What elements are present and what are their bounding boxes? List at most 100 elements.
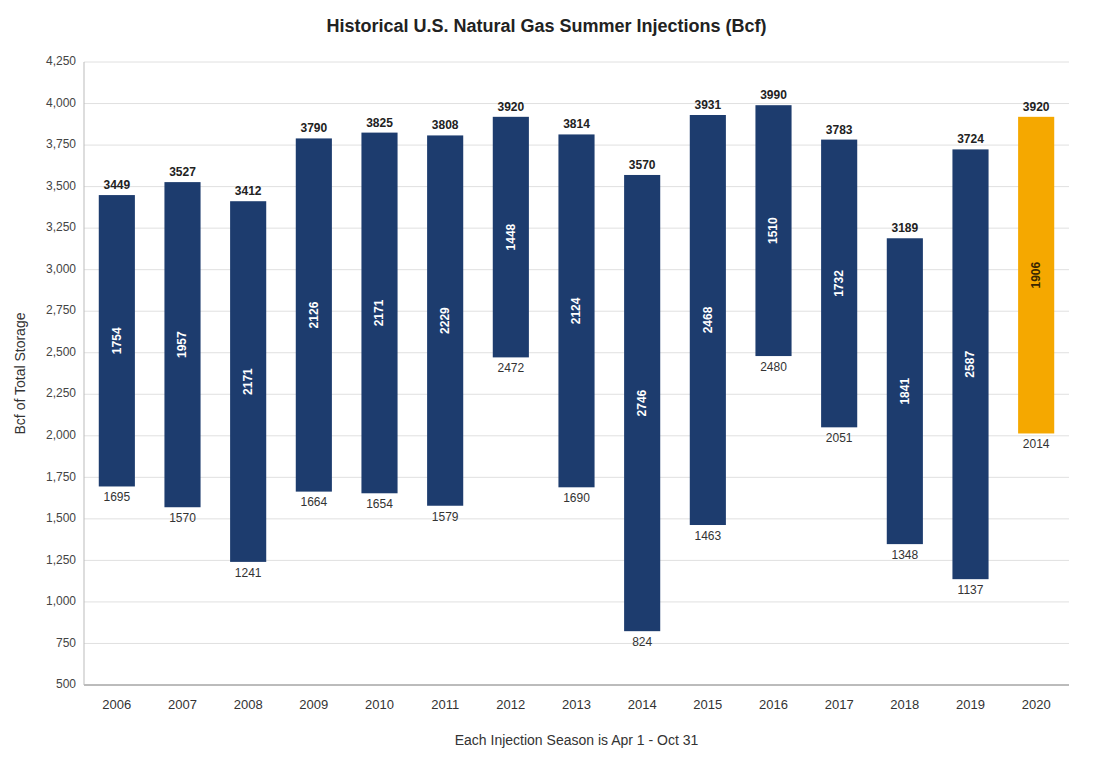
injection-label: 2468 (701, 306, 715, 333)
top-label: 3527 (169, 165, 196, 179)
bottom-label: 1664 (300, 495, 327, 509)
grid-line (84, 103, 1069, 104)
bars (99, 105, 1054, 631)
top-label: 3808 (432, 118, 459, 132)
injection-label: 2171 (241, 368, 255, 395)
injection-label: 2126 (307, 301, 321, 328)
bar (821, 140, 857, 428)
top-label: 3570 (629, 158, 656, 172)
injection-label: 1448 (504, 223, 518, 250)
y-tick-label: 4,000 (46, 96, 76, 110)
y-tick-label: 3,250 (46, 220, 76, 234)
grid-line (84, 62, 1069, 63)
top-label: 3920 (1023, 100, 1050, 114)
bottom-label: 2014 (1023, 437, 1050, 451)
injection-label: 1510 (767, 217, 781, 244)
y-tick-label: 1,250 (46, 553, 76, 567)
grid-line (84, 643, 1069, 644)
top-label: 3412 (235, 184, 262, 198)
top-label: 3920 (497, 100, 524, 114)
top-label: 3724 (957, 132, 984, 146)
bar (230, 201, 266, 562)
x-tick-label: 2010 (365, 697, 394, 712)
y-tick-label: 3,000 (46, 262, 76, 276)
x-tick-label: 2014 (628, 697, 657, 712)
top-label: 3189 (891, 221, 918, 235)
y-tick-label: 1,500 (46, 511, 76, 525)
bar (690, 115, 726, 525)
x-tick-label: 2017 (825, 697, 854, 712)
injection-label: 1732 (832, 270, 846, 297)
x-tick-label: 2018 (890, 697, 919, 712)
x-tick-label: 2019 (956, 697, 985, 712)
bottom-label: 1463 (694, 529, 721, 543)
injection-label: 1957 (176, 331, 190, 358)
y-tick-label: 1,000 (46, 594, 76, 608)
y-tick-label: 3,500 (46, 179, 76, 193)
top-label: 3814 (563, 117, 590, 131)
injection-label: 2587 (964, 351, 978, 378)
bottom-label: 1137 (958, 583, 984, 597)
x-tick-label: 2016 (759, 697, 788, 712)
y-tick-label: 500 (56, 677, 76, 691)
injection-label: 1906 (1029, 261, 1043, 288)
top-label: 3783 (826, 123, 853, 137)
bottom-label: 1690 (563, 491, 590, 505)
bar (887, 238, 923, 544)
bottom-label: 1241 (235, 566, 262, 580)
bottom-label: 1654 (366, 497, 393, 511)
bar (952, 149, 988, 579)
bar (361, 133, 397, 494)
y-tick-label: 2,250 (46, 386, 76, 400)
bottom-label: 1695 (103, 490, 130, 504)
top-label: 3990 (760, 88, 787, 102)
y-tick-label: 1,750 (46, 470, 76, 484)
bar (164, 182, 200, 507)
y-axis-label: Bcf of Total Storage (12, 312, 28, 434)
x-tick-label: 2013 (562, 697, 591, 712)
top-label: 3790 (300, 121, 327, 135)
top-label: 3825 (366, 116, 393, 130)
injection-label: 2171 (373, 299, 387, 326)
injection-label: 1754 (110, 327, 124, 354)
x-tick-label: 2007 (168, 697, 197, 712)
bar (99, 195, 135, 486)
grid-line (84, 685, 1069, 686)
grid (84, 62, 1069, 685)
x-axis-line (84, 685, 1069, 686)
x-tick-label: 2008 (234, 697, 263, 712)
bar (1018, 117, 1054, 434)
bar (296, 138, 332, 491)
y-tick-label: 2,000 (46, 428, 76, 442)
bar (624, 175, 660, 631)
x-tick-label: 2006 (102, 697, 131, 712)
y-tick-label: 2,500 (46, 345, 76, 359)
bottom-label: 2480 (760, 360, 787, 374)
injection-label: 1841 (898, 378, 912, 405)
injection-label: 2746 (635, 389, 649, 416)
x-tick-label: 2009 (299, 697, 328, 712)
bottom-label: 1579 (432, 510, 459, 524)
y-tick-label: 750 (56, 636, 76, 650)
top-label: 3931 (694, 98, 721, 112)
x-tick-label: 2011 (431, 697, 459, 712)
x-tick-label: 2015 (693, 697, 722, 712)
y-tick-label: 3,750 (46, 137, 76, 151)
injection-label: 2229 (438, 307, 452, 334)
bottom-label: 1348 (891, 548, 918, 562)
bar (755, 105, 791, 356)
x-tick-label: 2020 (1022, 697, 1051, 712)
x-axis-label: Each Injection Season is Apr 1 - Oct 31 (455, 732, 699, 748)
chart: 500 750 1,000 1,250 1,500 1,750 2,000 2,250 2,50… (0, 0, 1093, 763)
bottom-label: 824 (632, 635, 652, 649)
title: Historical U.S. Natural Gas Summer Injec… (326, 16, 766, 36)
y-tick-label: 2,750 (46, 303, 76, 317)
bar (558, 134, 594, 487)
y-tick-label: 4,250 (46, 54, 76, 68)
data-labels: 3449169517543527157019573412124121713790… (103, 88, 1049, 649)
bar (493, 117, 529, 358)
bar (427, 135, 463, 505)
bottom-label: 1570 (169, 511, 196, 525)
grid-line (84, 601, 1069, 602)
bottom-label: 2472 (497, 361, 524, 375)
